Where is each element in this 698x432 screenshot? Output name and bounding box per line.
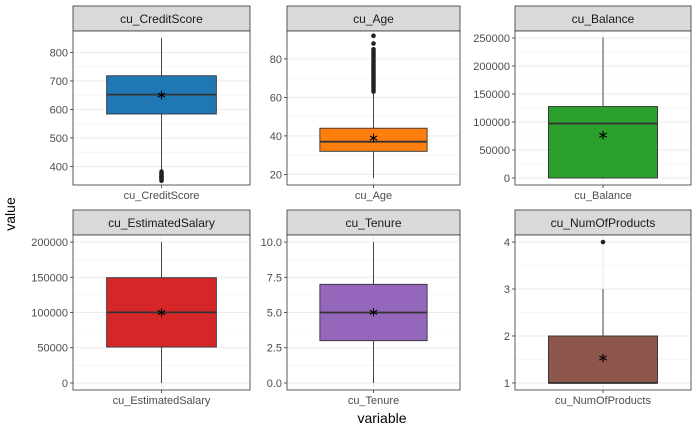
x-tick-label: cu_Age bbox=[355, 190, 392, 202]
y-tick-label: 40 bbox=[270, 131, 282, 143]
y-tick-label: 10.0 bbox=[261, 237, 282, 249]
facet-strip-label: cu_Age bbox=[353, 12, 394, 26]
facet-strip-label: cu_Tenure bbox=[345, 216, 401, 230]
y-tick-label: 100000 bbox=[31, 308, 68, 320]
facet-strip-label: cu_NumOfProducts bbox=[551, 216, 656, 230]
y-tick-label: 250000 bbox=[473, 33, 510, 45]
outlier-point bbox=[371, 33, 376, 39]
y-tick-label: 150000 bbox=[31, 272, 68, 284]
y-tick-label: 50000 bbox=[37, 343, 68, 355]
facet-panel: cu_CreditScore 400 500 600 700 800 cu_CreditSc… bbox=[50, 5, 251, 202]
mean-marker bbox=[369, 133, 378, 143]
y-tick-label: 700 bbox=[50, 76, 68, 88]
mean-marker-stroke bbox=[369, 309, 378, 315]
y-axis-title: value bbox=[2, 197, 18, 231]
y-tick-label: 150000 bbox=[473, 89, 510, 101]
outlier-point bbox=[371, 41, 376, 46]
y-tick-label: 3 bbox=[504, 284, 510, 296]
x-tick-label: cu_CreditScore bbox=[124, 190, 200, 202]
y-tick-label: 0 bbox=[62, 378, 68, 390]
y-tick-label: 400 bbox=[50, 161, 68, 173]
mean-marker-stroke bbox=[599, 355, 607, 361]
facet-strip bbox=[286, 5, 461, 32]
outlier-point bbox=[600, 239, 606, 245]
facet-panel: cu_Tenure 0.0 2.5 5.0 7.5 10.0 cu_Tenure bbox=[261, 209, 461, 407]
y-tick-label: 0 bbox=[504, 173, 510, 185]
y-tick-label: 500 bbox=[50, 133, 68, 145]
x-tick-label: cu_NumOfProducts bbox=[555, 395, 651, 407]
mean-marker-stroke bbox=[157, 92, 166, 98]
facet-panel: cu_Balance 0 50000 100000 150000 200000 250000… bbox=[473, 5, 692, 202]
y-tick-label: 80 bbox=[270, 54, 282, 66]
mean-marker bbox=[599, 353, 607, 363]
facet-strip-label: cu_CreditScore bbox=[120, 12, 203, 26]
y-tick-label: 4 bbox=[504, 237, 510, 249]
y-tick-label: 600 bbox=[50, 104, 68, 116]
y-tick-label: 200000 bbox=[473, 61, 510, 73]
mean-marker-stroke bbox=[157, 309, 166, 316]
mean-marker bbox=[369, 308, 378, 317]
y-tick-label: 2 bbox=[504, 331, 510, 343]
facet-panel: cu_EstimatedSalary 0 50000 100000 150000 2000… bbox=[31, 209, 251, 407]
facet-strip bbox=[72, 5, 251, 32]
y-tick-label: 2.5 bbox=[267, 343, 282, 355]
outlier-point bbox=[371, 46, 376, 52]
facet-strip-label: cu_EstimatedSalary bbox=[108, 216, 215, 230]
y-tick-label: 50000 bbox=[479, 145, 510, 157]
x-tick-label: cu_Tenure bbox=[348, 395, 399, 407]
outlier-point bbox=[159, 169, 164, 174]
mean-marker-stroke bbox=[369, 135, 378, 141]
x-tick-label: cu_EstimatedSalary bbox=[113, 395, 211, 407]
y-tick-label: 200000 bbox=[31, 237, 68, 249]
facet-strip bbox=[514, 5, 692, 32]
x-axis-title: variable bbox=[357, 410, 406, 426]
y-tick-label: 7.5 bbox=[267, 272, 282, 284]
y-tick-label: 20 bbox=[270, 169, 282, 181]
facet-panel: cu_Age 20 40 60 80 cu_Age bbox=[270, 5, 461, 202]
y-tick-label: 800 bbox=[50, 47, 68, 59]
facet-grid: cu_CreditScore400500600700800cu_CreditSc… bbox=[31, 5, 692, 407]
mean-marker bbox=[599, 130, 607, 140]
mean-marker bbox=[157, 90, 166, 100]
y-tick-label: 60 bbox=[270, 92, 282, 104]
mean-marker-stroke bbox=[599, 132, 607, 138]
facet-panel: cu_NumOfProducts 1 2 3 4 cu_NumOfProducts bbox=[504, 209, 692, 407]
y-tick-label: 100000 bbox=[473, 117, 510, 129]
mean-marker bbox=[157, 308, 166, 317]
box bbox=[547, 106, 659, 179]
facet-strip bbox=[514, 209, 692, 236]
facet-strip-label: cu_Balance bbox=[572, 12, 635, 26]
y-tick-label: 1 bbox=[504, 378, 510, 390]
x-tick-label: cu_Balance bbox=[574, 190, 632, 202]
y-tick-label: 0.0 bbox=[267, 378, 282, 390]
y-tick-label: 5.0 bbox=[267, 308, 282, 320]
